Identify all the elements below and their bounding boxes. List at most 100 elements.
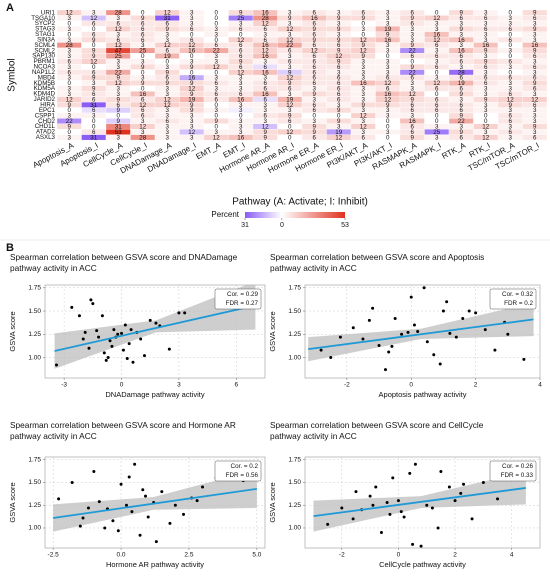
cell-label: 6 xyxy=(484,75,488,82)
cell-label: 6 xyxy=(288,118,292,125)
cell-label: 3 xyxy=(239,107,243,114)
cell-label: 12 xyxy=(237,37,244,44)
x-tick-label: 2.5 xyxy=(184,552,193,559)
point xyxy=(422,286,426,290)
cell-label: 19 xyxy=(188,96,195,103)
cell-label: 3 xyxy=(166,123,170,130)
row-label: CHD1L xyxy=(35,123,56,130)
x-tick-label: -2 xyxy=(344,382,350,389)
row-label: EPC1 xyxy=(39,107,56,114)
cell-label: 16 xyxy=(262,69,269,76)
point xyxy=(351,517,355,521)
cell-label: 0 xyxy=(92,64,96,71)
annotation-box xyxy=(214,288,262,310)
point xyxy=(425,340,429,344)
cell-label: 9 xyxy=(313,129,317,136)
cell-label: 12 xyxy=(164,102,171,109)
y-tick-label: 1.75 xyxy=(288,456,301,463)
cell-label: 3 xyxy=(386,42,390,49)
cell-label: 9 xyxy=(288,15,292,22)
point xyxy=(120,331,124,335)
cell-label: 6 xyxy=(484,26,488,33)
cell-label: 3 xyxy=(141,129,145,136)
cell-label: 16 xyxy=(311,15,318,22)
cell-label: 12 xyxy=(188,129,195,136)
cell-label: 3 xyxy=(362,26,366,33)
cell-label: 9 xyxy=(533,26,537,33)
cell-label: 12 xyxy=(115,80,122,87)
annotation: FDR = 0.27 xyxy=(226,300,259,307)
cell-label: 9 xyxy=(337,48,341,55)
point xyxy=(139,337,143,341)
cell-label: 6 xyxy=(313,31,317,38)
cell-label: 3 xyxy=(117,31,121,38)
cell-label: 3 xyxy=(509,86,513,93)
cell-label: 3 xyxy=(460,31,464,38)
cell-label: 6 xyxy=(215,91,219,98)
cell-label: 3 xyxy=(509,20,513,27)
cell-label: 3 xyxy=(239,118,243,125)
point xyxy=(116,332,120,336)
cell-label: 3 xyxy=(215,53,219,60)
plot-title: Spearman correlation between GSVA score … xyxy=(270,252,484,262)
point xyxy=(340,506,344,510)
cell-label: 3 xyxy=(362,75,366,82)
fit-line xyxy=(308,318,534,351)
cell-label: 3 xyxy=(190,20,194,27)
cell-label: 6 xyxy=(460,53,464,60)
cell-label: 12 xyxy=(286,37,293,44)
cell-label: 3 xyxy=(215,86,219,93)
point xyxy=(154,540,158,544)
cell-label: 3 xyxy=(337,20,341,27)
cell-label: 9 xyxy=(313,26,317,33)
cell-label: 6 xyxy=(190,37,194,44)
point xyxy=(419,544,423,548)
cell-label: 9 xyxy=(117,118,121,125)
cell-label: 3 xyxy=(411,113,415,120)
point xyxy=(119,482,123,486)
y-tick-label: 1.50 xyxy=(28,308,41,315)
point xyxy=(430,506,434,510)
cell-label: 6 xyxy=(190,26,194,33)
point xyxy=(391,476,395,480)
cell-label: 3 xyxy=(288,64,292,71)
cell-label: 3 xyxy=(239,75,243,82)
cell-label: 28 xyxy=(458,69,465,76)
cell-label: 9 xyxy=(166,80,170,87)
cell-label: 6 xyxy=(484,80,488,87)
cell-label: 0 xyxy=(362,31,366,38)
x-axis-title: CellCycle pathway activity xyxy=(379,560,466,569)
confidence-band xyxy=(53,469,257,532)
point xyxy=(142,354,146,358)
cell-label: 3 xyxy=(533,113,537,120)
plot-title: pathway activity in ACC xyxy=(10,431,97,441)
point xyxy=(371,503,375,507)
plot-title: Spearman correlation between GSVA score … xyxy=(10,252,238,262)
cell-label: 6 xyxy=(239,91,243,98)
row-label: STAG3 xyxy=(35,26,55,33)
point xyxy=(124,503,128,507)
cell-label: 6 xyxy=(166,75,170,82)
cell-label: 3 xyxy=(215,129,219,136)
cell-label: 9 xyxy=(460,10,464,17)
cell-label: 6 xyxy=(509,26,513,33)
point xyxy=(89,298,93,302)
point xyxy=(438,362,442,366)
cell-label: 9 xyxy=(411,15,415,22)
cell-label: 6 xyxy=(166,48,170,55)
cell-label: 3 xyxy=(239,129,243,136)
cell-label: 6 xyxy=(264,37,268,44)
row-label: SCML4 xyxy=(34,42,55,49)
x-tick-label: 3 xyxy=(177,382,181,389)
cell-label: 3 xyxy=(215,26,219,33)
cell-label: 12 xyxy=(286,75,293,82)
point xyxy=(123,323,127,327)
cell-label: 3 xyxy=(264,102,268,109)
cell-label: 6 xyxy=(533,75,537,82)
y-axis-title: GSVA score xyxy=(8,482,17,522)
cell-label: 3 xyxy=(386,69,390,76)
cell-label: 3 xyxy=(362,69,366,76)
cell-label: 3 xyxy=(386,58,390,65)
cell-label: 12 xyxy=(66,96,73,103)
cell-label: 6 xyxy=(141,37,145,44)
